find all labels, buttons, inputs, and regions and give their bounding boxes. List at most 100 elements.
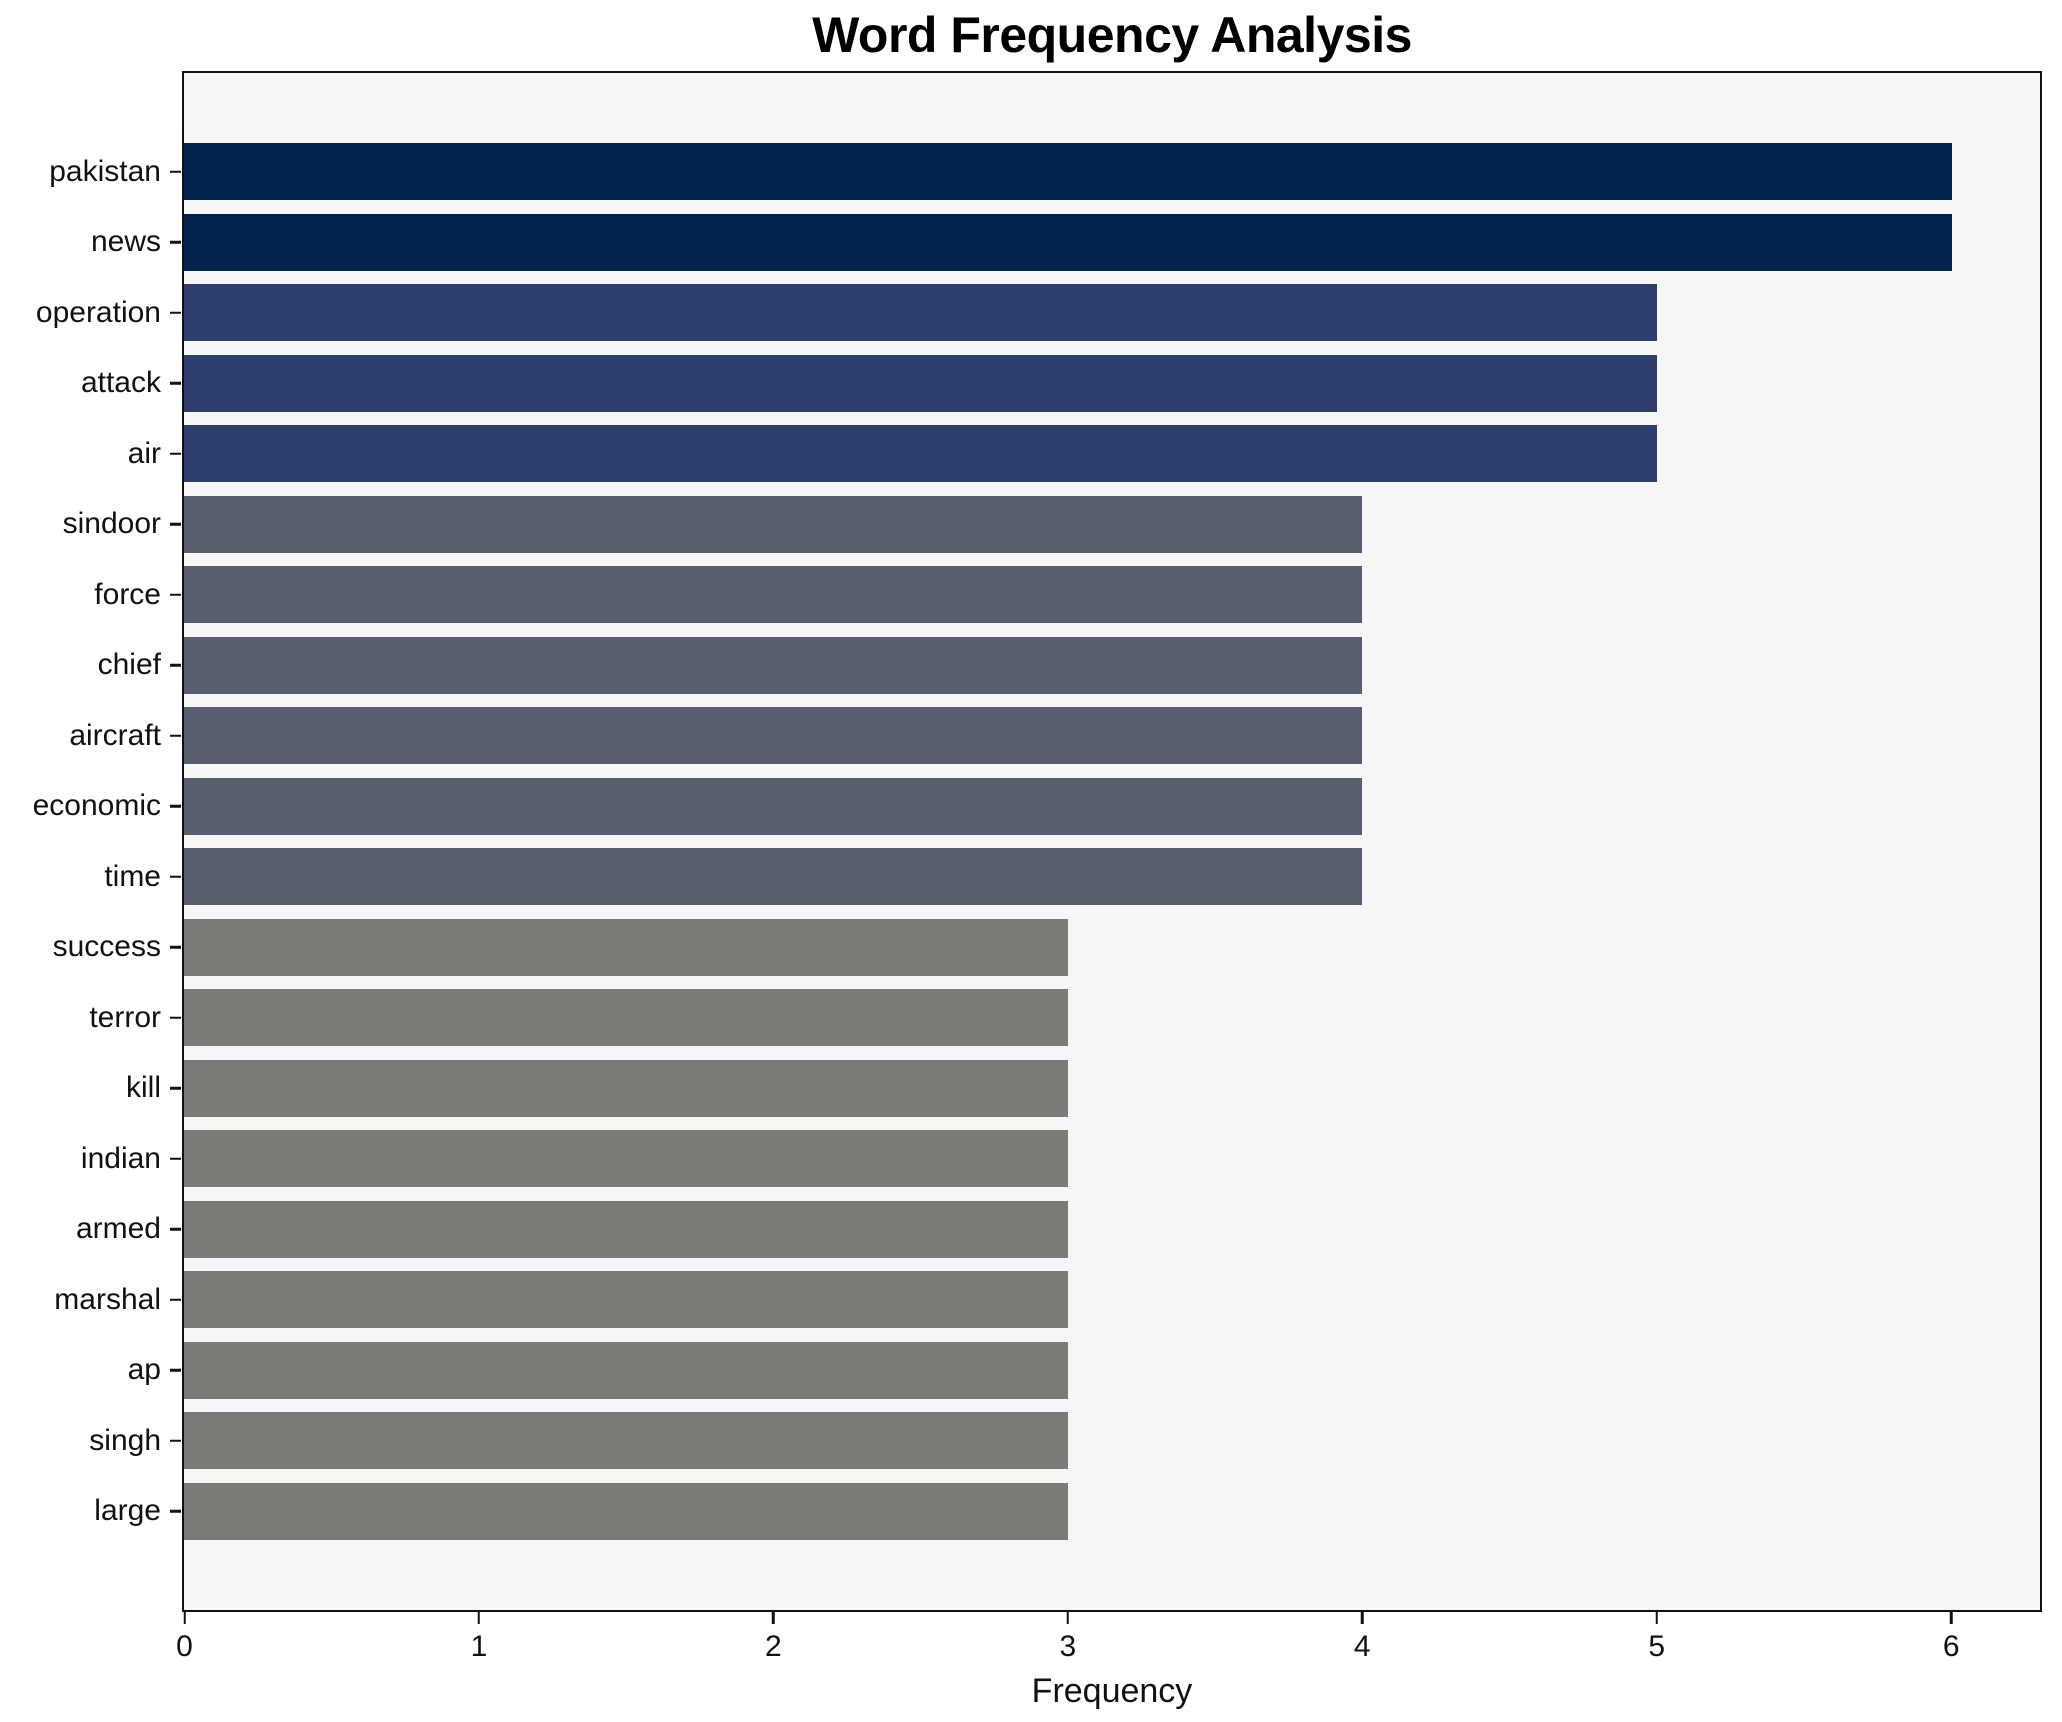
y-tick-mark	[170, 1227, 181, 1231]
y-tick-mark	[170, 734, 181, 737]
y-tick-mark	[170, 1157, 181, 1160]
y-tick-mark	[170, 1439, 181, 1443]
x-axis-title: Frequency	[1031, 1672, 1193, 1710]
bar-row: marshal	[54, 1271, 2040, 1329]
bar	[184, 425, 1658, 483]
y-tick-label: operation	[35, 295, 161, 329]
bar	[184, 707, 1363, 765]
bar	[184, 636, 1363, 694]
y-tick-mark	[170, 1369, 181, 1372]
x-tick-mark	[183, 1612, 186, 1624]
bar	[184, 989, 1068, 1047]
bar	[184, 354, 1658, 412]
y-tick-label: large	[94, 1494, 161, 1528]
y-tick-mark	[170, 663, 181, 667]
bar-row: chief	[98, 636, 2040, 694]
x-tick-label: 3	[1059, 1630, 1077, 1663]
bar	[184, 1130, 1068, 1188]
y-tick-mark	[170, 1086, 181, 1090]
x-tick-label: 1	[470, 1630, 488, 1663]
bar-row: news	[91, 213, 2040, 271]
y-tick-mark	[170, 452, 181, 455]
y-tick-label: chief	[97, 648, 161, 682]
bar	[184, 566, 1363, 624]
y-tick-label: time	[104, 859, 161, 893]
y-tick-label: attack	[80, 366, 161, 400]
bar	[184, 918, 1068, 976]
x-tick-mark	[477, 1612, 481, 1624]
bar	[184, 777, 1363, 835]
y-tick-mark	[170, 593, 181, 596]
x-tick-mark	[1949, 1612, 1953, 1624]
bar-row: air	[128, 425, 2040, 483]
plot-area: pakistan news operation attack air sindoor for…	[33, 71, 2042, 1612]
bars-area: pakistan news operation attack air sindoor for…	[33, 143, 2040, 1540]
y-tick-label: pakistan	[49, 154, 161, 188]
y-tick-mark	[170, 804, 181, 808]
bar-row: large	[94, 1482, 2040, 1540]
bar	[184, 1059, 1068, 1117]
bar-row: terror	[89, 989, 2040, 1047]
bar	[184, 213, 1952, 271]
x-tick-mark	[1655, 1612, 1658, 1624]
y-tick-mark	[170, 1510, 181, 1513]
y-tick-mark	[170, 945, 181, 949]
bar-row: attack	[81, 354, 2040, 412]
x-axis: 0 1 2 3 4 5 6	[176, 1612, 2040, 1682]
bar-row: economic	[33, 777, 2040, 835]
bar-row: armed	[76, 1200, 2040, 1258]
y-tick-label: economic	[32, 789, 161, 823]
bar-row: force	[94, 566, 2040, 624]
y-tick-label: news	[90, 225, 161, 259]
x-tick-label: 0	[176, 1630, 193, 1663]
x-tick-label: 5	[1648, 1630, 1666, 1663]
bar	[184, 284, 1658, 342]
y-tick-mark	[170, 381, 181, 385]
bar	[184, 143, 1952, 200]
x-tick-mark	[772, 1612, 775, 1624]
y-tick-mark	[170, 522, 181, 526]
y-tick-label: ap	[127, 1353, 161, 1387]
y-tick-mark	[170, 170, 181, 173]
bar-row: operation	[36, 284, 2040, 342]
x-tick-label: 4	[1353, 1630, 1371, 1663]
bar-row: indian	[81, 1130, 2040, 1188]
x-tick-label: 6	[1942, 1630, 1960, 1663]
x-tick-mark	[1066, 1612, 1070, 1624]
y-tick-mark	[170, 240, 181, 244]
bar-row: kill	[126, 1059, 2040, 1117]
y-tick-mark	[170, 875, 181, 878]
bar	[184, 495, 1363, 553]
bar-row: singh	[89, 1412, 2040, 1470]
bar-row: success	[53, 918, 2040, 976]
y-tick-mark	[170, 311, 181, 314]
bar	[184, 1412, 1068, 1470]
bar-row: aircraft	[69, 707, 2040, 765]
bar-row: time	[104, 848, 2040, 906]
y-tick-label: indian	[80, 1141, 161, 1175]
x-tick-label: 2	[765, 1630, 782, 1663]
bar	[184, 1341, 1068, 1399]
bar-row: sindoor	[63, 495, 2040, 553]
y-tick-label: armed	[75, 1212, 161, 1246]
x-tick-mark	[1361, 1612, 1364, 1624]
bar-row: pakistan	[49, 143, 2040, 200]
y-tick-label: kill	[126, 1071, 161, 1105]
y-tick-label: air	[127, 436, 161, 470]
y-tick-label: marshal	[54, 1282, 161, 1316]
y-tick-mark	[170, 1298, 181, 1301]
bar	[184, 1200, 1068, 1258]
y-tick-label: terror	[89, 1000, 161, 1034]
bar-row: ap	[128, 1341, 2040, 1399]
y-tick-label: success	[52, 930, 161, 964]
bar	[184, 1271, 1068, 1329]
y-tick-mark	[170, 1016, 181, 1019]
y-tick-label: singh	[89, 1423, 161, 1457]
y-tick-label: sindoor	[62, 507, 161, 541]
chart-title: Word Frequency Analysis	[812, 7, 1412, 63]
bar	[184, 1482, 1068, 1540]
y-tick-label: force	[94, 577, 161, 611]
bar	[184, 848, 1363, 906]
y-tick-label: aircraft	[69, 718, 161, 752]
